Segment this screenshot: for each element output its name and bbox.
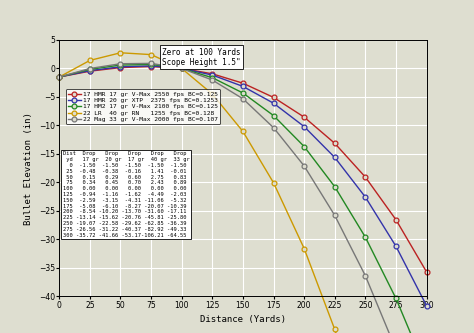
- Legend: 17 HMR 17 gr V-Max 2550 fps BC=0.125, 17 HMR 20 gr XTP  2375 fps BC=0.1253, 17 H: 17 HMR 17 gr V-Max 2550 fps BC=0.125, 17…: [66, 89, 220, 124]
- 22 Mag 33 gr V-Max 2000 fps BC=0.107: [271, 126, 276, 130]
- 22 LR  40 gr RN   1255 fps BC=0.128: [210, 92, 215, 96]
- 17 HM2 17 gr V-Max 2100 fps BC=0.125: [118, 63, 123, 67]
- 17 HM2 17 gr V-Max 2100 fps BC=0.125: [240, 91, 246, 95]
- 22 Mag 33 gr V-Max 2000 fps BC=0.107: [179, 67, 184, 71]
- 17 HMR 17 gr V-Max 2550 fps BC=0.125: [118, 66, 123, 70]
- 17 HMR 20 gr XTP  2375 fps BC=0.1253: [148, 64, 154, 68]
- 17 HM2 17 gr V-Max 2100 fps BC=0.125: [56, 75, 62, 79]
- 17 HMR 20 gr XTP  2375 fps BC=0.1253: [87, 69, 93, 73]
- 17 HMR 17 gr V-Max 2550 fps BC=0.125: [210, 72, 215, 76]
- 17 HMR 17 gr V-Max 2550 fps BC=0.125: [56, 75, 62, 79]
- 17 HMR 20 gr XTP  2375 fps BC=0.1253: [363, 195, 368, 199]
- 17 HMR 17 gr V-Max 2550 fps BC=0.125: [240, 81, 246, 85]
- 17 HMR 20 gr XTP  2375 fps BC=0.1253: [424, 304, 429, 308]
- 17 HMR 20 gr XTP  2375 fps BC=0.1253: [301, 125, 307, 129]
- 22 Mag 33 gr V-Max 2000 fps BC=0.107: [240, 97, 246, 101]
- 17 HM2 17 gr V-Max 2100 fps BC=0.125: [148, 63, 154, 67]
- 17 HM2 17 gr V-Max 2100 fps BC=0.125: [210, 76, 215, 80]
- 17 HM2 17 gr V-Max 2100 fps BC=0.125: [87, 67, 93, 71]
- Y-axis label: Bullet Elevation (in): Bullet Elevation (in): [24, 112, 33, 224]
- 17 HMR 20 gr XTP  2375 fps BC=0.1253: [332, 156, 337, 160]
- 22 LR  40 gr RN   1255 fps BC=0.128: [87, 58, 93, 62]
- 22 Mag 33 gr V-Max 2000 fps BC=0.107: [210, 78, 215, 82]
- 17 HMR 17 gr V-Max 2550 fps BC=0.125: [393, 218, 399, 222]
- 22 LR  40 gr RN   1255 fps BC=0.128: [118, 51, 123, 55]
- 17 HMR 17 gr V-Max 2550 fps BC=0.125: [363, 175, 368, 179]
- 22 Mag 33 gr V-Max 2000 fps BC=0.107: [332, 213, 337, 217]
- Line: 17 HM2 17 gr V-Max 2100 fps BC=0.125: 17 HM2 17 gr V-Max 2100 fps BC=0.125: [57, 62, 429, 333]
- 17 HM2 17 gr V-Max 2100 fps BC=0.125: [393, 296, 399, 300]
- 17 HMR 20 gr XTP  2375 fps BC=0.1253: [271, 101, 276, 105]
- 22 Mag 33 gr V-Max 2000 fps BC=0.107: [148, 61, 154, 65]
- Text: Dist  Drop   Drop   Drop   Drop   Drop
 yd   17 gr  20 gr  17 gr  40 gr  33 gr
 : Dist Drop Drop Drop Drop Drop yd 17 gr 2…: [63, 152, 190, 238]
- 17 HM2 17 gr V-Max 2100 fps BC=0.125: [179, 67, 184, 71]
- 17 HM2 17 gr V-Max 2100 fps BC=0.125: [301, 145, 307, 149]
- Line: 22 LR  40 gr RN   1255 fps BC=0.128: 22 LR 40 gr RN 1255 fps BC=0.128: [57, 50, 429, 333]
- Line: 22 Mag 33 gr V-Max 2000 fps BC=0.107: 22 Mag 33 gr V-Max 2000 fps BC=0.107: [57, 61, 429, 333]
- 17 HMR 17 gr V-Max 2550 fps BC=0.125: [87, 69, 93, 73]
- 22 LR  40 gr RN   1255 fps BC=0.128: [179, 67, 184, 71]
- 22 Mag 33 gr V-Max 2000 fps BC=0.107: [118, 62, 123, 66]
- 17 HMR 20 gr XTP  2375 fps BC=0.1253: [210, 73, 215, 77]
- 17 HMR 20 gr XTP  2375 fps BC=0.1253: [179, 67, 184, 71]
- 22 LR  40 gr RN   1255 fps BC=0.128: [240, 130, 246, 134]
- 22 Mag 33 gr V-Max 2000 fps BC=0.107: [87, 67, 93, 71]
- 17 HMR 17 gr V-Max 2550 fps BC=0.125: [424, 270, 429, 274]
- 17 HMR 17 gr V-Max 2550 fps BC=0.125: [148, 65, 154, 69]
- 17 HMR 17 gr V-Max 2550 fps BC=0.125: [301, 115, 307, 119]
- 22 LR  40 gr RN   1255 fps BC=0.128: [148, 53, 154, 57]
- 22 LR  40 gr RN   1255 fps BC=0.128: [271, 181, 276, 185]
- 17 HM2 17 gr V-Max 2100 fps BC=0.125: [271, 114, 276, 118]
- 22 LR  40 gr RN   1255 fps BC=0.128: [332, 327, 337, 331]
- 17 HMR 17 gr V-Max 2550 fps BC=0.125: [271, 95, 276, 99]
- 17 HMR 17 gr V-Max 2550 fps BC=0.125: [332, 141, 337, 145]
- 22 Mag 33 gr V-Max 2000 fps BC=0.107: [301, 164, 307, 168]
- 22 Mag 33 gr V-Max 2000 fps BC=0.107: [363, 274, 368, 278]
- 22 LR  40 gr RN   1255 fps BC=0.128: [301, 246, 307, 250]
- Line: 17 HMR 17 gr V-Max 2550 fps BC=0.125: 17 HMR 17 gr V-Max 2550 fps BC=0.125: [57, 64, 429, 274]
- 22 Mag 33 gr V-Max 2000 fps BC=0.107: [56, 75, 62, 79]
- 17 HM2 17 gr V-Max 2100 fps BC=0.125: [363, 235, 368, 239]
- 17 HM2 17 gr V-Max 2100 fps BC=0.125: [332, 185, 337, 189]
- 17 HMR 20 gr XTP  2375 fps BC=0.1253: [393, 244, 399, 248]
- 17 HMR 17 gr V-Max 2550 fps BC=0.125: [179, 67, 184, 71]
- 17 HMR 20 gr XTP  2375 fps BC=0.1253: [56, 75, 62, 79]
- Line: 17 HMR 20 gr XTP  2375 fps BC=0.1253: 17 HMR 20 gr XTP 2375 fps BC=0.1253: [57, 64, 429, 308]
- 17 HMR 20 gr XTP  2375 fps BC=0.1253: [118, 65, 123, 69]
- 17 HMR 20 gr XTP  2375 fps BC=0.1253: [240, 84, 246, 88]
- Text: Zero at 100 Yards
Scope Height 1.5": Zero at 100 Yards Scope Height 1.5": [162, 48, 241, 67]
- X-axis label: Distance (Yards): Distance (Yards): [200, 315, 286, 324]
- 22 LR  40 gr RN   1255 fps BC=0.128: [56, 75, 62, 79]
